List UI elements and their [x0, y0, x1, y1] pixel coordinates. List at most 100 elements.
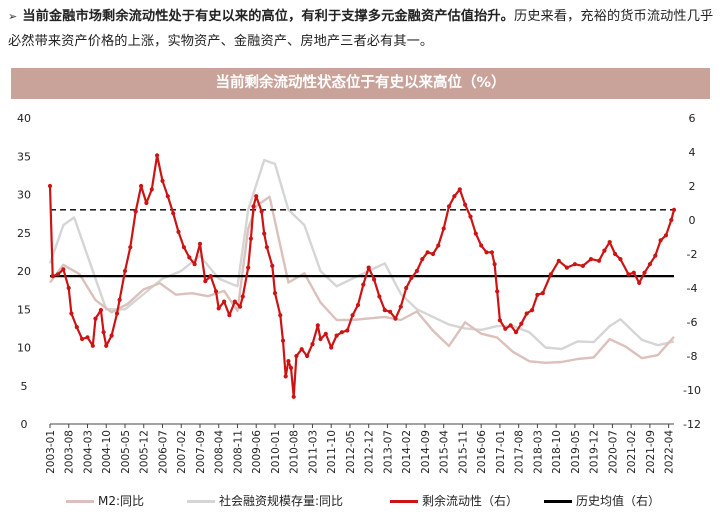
right-tick-label: -2	[687, 248, 698, 261]
arrow-bullet-icon: ➢	[8, 10, 18, 23]
excess-liquidity-point	[463, 202, 468, 207]
excess-liquidity-point	[283, 374, 288, 379]
excess-liquidity-point	[556, 258, 561, 263]
legend-swatch-m2	[66, 500, 94, 503]
x-tick-label: 2010-01	[270, 430, 282, 474]
left-tick-label: 35	[17, 150, 31, 163]
x-tick-label: 2007-09	[195, 430, 207, 474]
x-tick-label: 2015-11	[457, 430, 469, 474]
excess-liquidity-point	[409, 275, 414, 280]
excess-liquidity-point	[618, 257, 623, 262]
excess-liquidity-point	[203, 279, 208, 284]
x-tick-label: 2019-12	[589, 430, 601, 474]
x-tick-label: 2007-02	[176, 430, 188, 474]
excess-liquidity-point	[165, 194, 170, 199]
excess-liquidity-point	[47, 183, 53, 189]
x-tick-label: 2004-03	[82, 430, 94, 474]
excess-liquidity-point	[80, 336, 85, 342]
excess-liquidity-point	[446, 204, 452, 209]
excess-liquidity-point	[334, 333, 339, 338]
excess-liquidity-point	[669, 217, 674, 223]
x-tick-label: 2013-07	[382, 430, 394, 474]
intro-normal-text: 历史来看，充裕的货币流动性几乎必然带来资产价格的上涨，实物资产、金融资产、房地产…	[8, 9, 714, 49]
excess-liquidity-point	[240, 294, 245, 299]
excess-liquidity-point	[104, 343, 109, 348]
excess-liquidity-point	[262, 231, 267, 236]
axes: 0 5 10 15 20 25 30 35 40 -12 -10 -8 -6 -4 -2 0 2 4 6 2003-0…	[17, 112, 701, 474]
excess-liquidity-point	[280, 338, 286, 343]
excess-liquidity-point	[61, 267, 66, 272]
excess-liquidity-point	[473, 231, 478, 236]
excess-liquidity-point	[339, 330, 344, 335]
series-line-m2	[49, 195, 675, 364]
excess-liquidity-point	[208, 274, 213, 279]
excess-liquidity-point	[114, 311, 120, 316]
left-tick-label: 0	[21, 418, 28, 431]
excess-liquidity-point	[238, 304, 243, 309]
excess-liquidity-point	[264, 245, 269, 250]
excess-liquidity-point	[607, 240, 612, 245]
legend-swatch-excess-liquidity	[390, 500, 418, 503]
excess-liquidity-point	[372, 277, 377, 282]
excess-liquidity-point	[647, 262, 653, 267]
x-tick-label: 2018-03	[532, 430, 544, 474]
excess-liquidity-point	[613, 251, 618, 257]
right-tick-label: 6	[689, 112, 696, 125]
excess-liquidity-point	[366, 265, 371, 270]
legend-label-m2: M2:同比	[98, 494, 145, 508]
x-tick-label: 2021-02	[626, 430, 638, 474]
excess-liquidity-point	[355, 302, 361, 308]
excess-liquidity-point	[192, 262, 197, 267]
excess-liquidity-point	[414, 268, 419, 274]
excess-liquidity-point	[101, 330, 106, 335]
x-tick-label: 2012-05	[345, 430, 357, 474]
excess-liquidity-point	[508, 323, 513, 328]
x-tick-label: 2009-06	[251, 430, 263, 474]
excess-liquidity-point	[55, 272, 61, 277]
excess-liquidity-point	[388, 309, 393, 314]
right-tick-label: -10	[683, 384, 701, 397]
excess-liquidity-point	[540, 291, 545, 296]
excess-liquidity-point	[278, 313, 283, 318]
excess-liquidity-point	[361, 282, 366, 287]
x-tick-label: 2022-04	[664, 430, 676, 474]
left-tick-label: 5	[21, 380, 28, 393]
x-tick-label: 2010-08	[289, 430, 301, 474]
excess-liquidity-point	[479, 243, 484, 248]
right-tick-label: -6	[687, 316, 698, 329]
x-tick-label: 2005-05	[120, 430, 132, 474]
excess-liquidity-point	[323, 331, 328, 336]
x-tick-label: 2008-11	[232, 430, 244, 474]
excess-liquidity-point	[535, 292, 540, 297]
excess-liquidity-point	[122, 268, 128, 274]
excess-liquidity-point	[653, 253, 658, 258]
right-tick-label: 0	[689, 214, 696, 227]
legend: M2:同比 社会融资规模存量:同比 剩余流动性（右） 历史均值（右）	[0, 490, 720, 516]
right-tick-label: 4	[689, 146, 696, 159]
right-tick-label: -4	[687, 282, 698, 295]
excess-liquidity-point	[232, 299, 237, 304]
excess-liquidity-point	[272, 291, 278, 296]
legend-label-historical-mean: 历史均值（右）	[576, 494, 661, 508]
x-tick-label: 2016-06	[476, 430, 488, 474]
excess-liquidity-point	[291, 394, 296, 399]
excess-liquidity-point	[631, 270, 636, 275]
excess-liquidity-point	[484, 250, 489, 255]
excess-liquidity-point	[222, 299, 227, 304]
left-tick-label: 30	[17, 189, 31, 202]
x-tick-label: 2018-10	[551, 430, 563, 474]
excess-liquidity-point	[259, 209, 264, 214]
excess-liquidity-point	[530, 308, 535, 313]
excess-liquidity-point	[286, 359, 291, 364]
left-tick-label: 15	[17, 303, 31, 316]
excess-liquidity-point	[350, 313, 355, 318]
x-tick-label: 2003-01	[45, 430, 57, 474]
series-line-excess-liquidity	[48, 154, 676, 398]
legend-swatch-historical-mean	[544, 500, 572, 503]
excess-liquidity-point	[246, 265, 251, 270]
excess-liquidity-point	[85, 335, 90, 340]
legend-label-excess-liquidity: 剩余流动性（右）	[422, 494, 519, 508]
excess-liquidity-point	[171, 211, 176, 216]
excess-liquidity-point	[128, 245, 133, 250]
